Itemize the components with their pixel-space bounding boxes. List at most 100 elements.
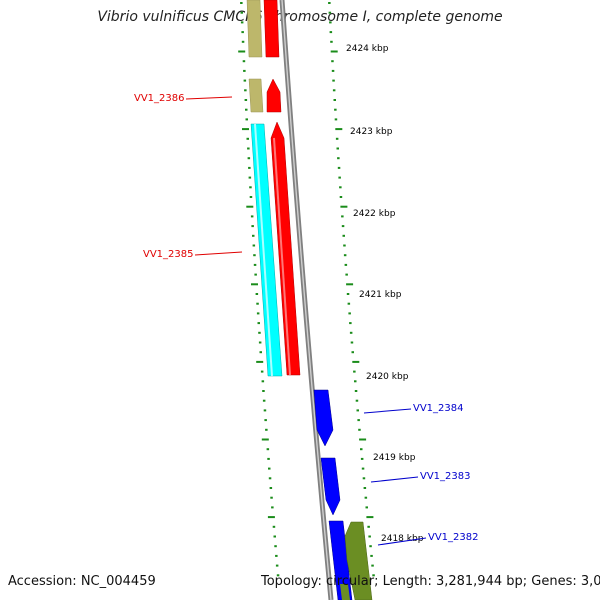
tick-major [335, 128, 343, 131]
tick-minor [332, 79, 335, 82]
tick-minor [369, 545, 372, 548]
leader-line-2385 [194, 251, 243, 256]
leader-line-2386 [185, 96, 233, 100]
tick-column-left [238, 2, 280, 577]
tick-minor [265, 428, 268, 431]
tick-minor [256, 312, 260, 315]
tick-minor [334, 118, 338, 121]
tick-minor [372, 574, 375, 577]
tick-minor [255, 293, 259, 295]
leader-line-2382 [377, 537, 427, 546]
tick-major [267, 516, 275, 519]
tick-minor [343, 244, 346, 247]
tick-minor [338, 176, 341, 179]
tick-minor [339, 186, 342, 189]
tick-minor [250, 215, 254, 218]
tick-minor [242, 60, 246, 63]
tick-major [261, 438, 269, 441]
tick-minor [334, 108, 337, 111]
scale-label-2421: 2421 kbp [359, 290, 402, 300]
tick-minor [241, 31, 244, 34]
tick-minor [266, 448, 270, 451]
gene-label-vv1-2383[interactable]: VV1_2383 [420, 471, 471, 482]
tick-minor [329, 31, 333, 34]
tick-minor [348, 312, 351, 315]
tick-minor [240, 2, 243, 4]
tick-minor [244, 89, 247, 92]
tick-minor [251, 225, 254, 228]
accession-text: Accession: NC_004459 [8, 574, 156, 589]
tick-minor [264, 419, 267, 422]
tick-minor [245, 108, 248, 111]
tick-minor [243, 69, 246, 72]
tick-minor [253, 254, 256, 257]
cds-red-2385-shade [273, 137, 291, 376]
tick-minor [254, 273, 257, 276]
tick-minor [350, 341, 354, 344]
tick-minor [337, 157, 340, 160]
tick-minor [248, 166, 251, 169]
tick-minor [249, 186, 252, 189]
tick-minor [272, 525, 276, 528]
tick-minor [329, 21, 332, 24]
genome-summary-text: Topology: circular; Length: 3,281,944 bp… [261, 574, 600, 589]
tick-minor [354, 380, 357, 383]
tick-minor [259, 351, 262, 354]
tick-minor [351, 351, 354, 354]
tick-minor [263, 409, 267, 412]
tick-minor [257, 322, 260, 325]
backbone-highlight [281, 0, 332, 600]
tick-minor [339, 196, 343, 198]
leader-line-2384 [363, 408, 412, 414]
tick-minor [345, 273, 348, 276]
gene-label-vv1-2384[interactable]: VV1_2384 [413, 403, 464, 414]
tick-minor [275, 554, 278, 557]
leader-line-2383 [370, 476, 419, 483]
cds-olive-bottom [340, 584, 350, 600]
tick-minor [244, 99, 248, 101]
tick-minor [253, 263, 257, 266]
tick-column-right [328, 2, 375, 577]
tick-major [256, 360, 264, 363]
map-title: Vibrio vulnificus CMCP6 chromosome I, co… [97, 9, 503, 25]
tick-minor [346, 293, 350, 295]
tick-minor [258, 341, 262, 344]
scale-label-2418: 2418 kbp [381, 534, 424, 544]
tick-minor [335, 137, 339, 140]
tick-minor [343, 254, 347, 257]
tick-minor [249, 196, 253, 198]
tick-minor [357, 419, 360, 422]
tick-minor [362, 477, 366, 480]
tick-minor [368, 535, 371, 538]
gene-label-vv1-2385[interactable]: VV1_2385 [143, 249, 194, 260]
tick-minor [356, 409, 359, 412]
tick-major [352, 360, 360, 363]
tick-minor [275, 564, 279, 567]
scale-label-2424: 2424 kbp [346, 44, 389, 54]
gene-label-vv1-2382[interactable]: VV1_2382 [428, 532, 479, 543]
tick-minor [349, 322, 352, 325]
tick-major [340, 205, 348, 208]
tick-minor [270, 496, 273, 499]
tick-minor [256, 302, 259, 305]
tick-minor [337, 166, 341, 169]
tick-minor [370, 554, 373, 557]
tick-minor [353, 370, 356, 373]
tick-minor [332, 89, 336, 92]
tick-minor [361, 467, 365, 470]
tick-minor [262, 390, 265, 392]
tick-major [330, 50, 338, 53]
tick-minor [246, 137, 249, 140]
tick-minor [360, 448, 363, 451]
scale-label-2420: 2420 kbp [366, 372, 409, 382]
tick-minor [328, 2, 331, 4]
tick-major [246, 205, 254, 208]
tick-minor [342, 234, 345, 237]
tick-minor [358, 428, 361, 431]
tick-major [366, 516, 374, 519]
tick-minor [276, 574, 280, 577]
tick-minor [243, 79, 247, 82]
tick-minor [336, 147, 339, 150]
tick-major [251, 283, 258, 286]
gene-label-vv1-2386[interactable]: VV1_2386 [134, 93, 185, 104]
